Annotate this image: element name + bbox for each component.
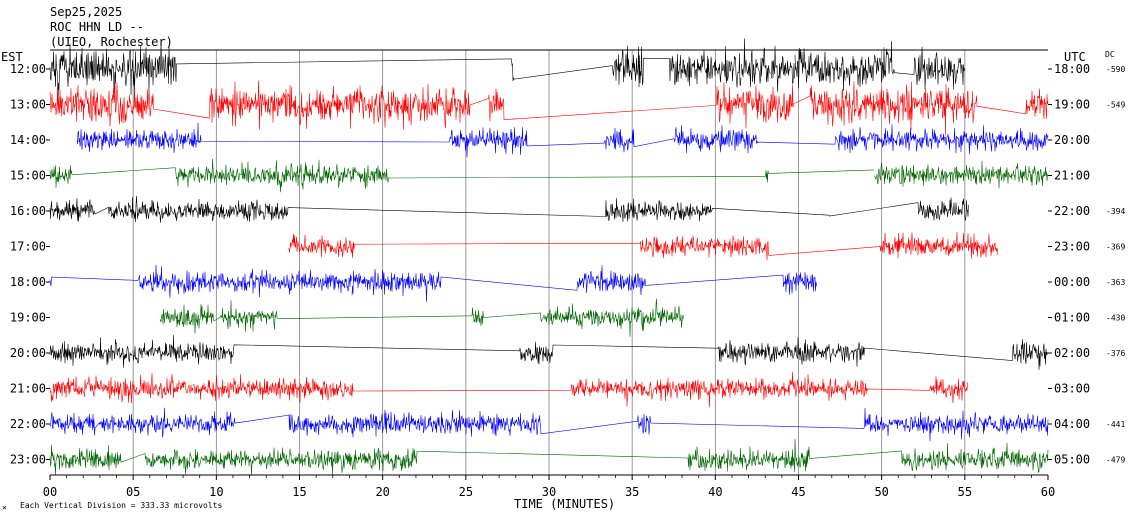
x-tick-label-55: 55 bbox=[958, 485, 972, 499]
row-label-est-19:00: 19:00 bbox=[10, 311, 46, 325]
seismic-trace-16:00 bbox=[49, 195, 969, 223]
trace-layer bbox=[49, 38, 1049, 476]
row-dc-offset: -369 bbox=[1106, 243, 1125, 252]
row-label-est-21:00: 21:00 bbox=[10, 382, 46, 396]
row-label-est-18:00: 18:00 bbox=[10, 275, 46, 289]
row-label-est-23:00: 23:00 bbox=[10, 453, 46, 467]
x-tick-label-10: 10 bbox=[209, 485, 223, 499]
row-label-utc-01:00: 01:00 bbox=[1054, 311, 1090, 325]
row-label-utc-00:00: 00:00 bbox=[1054, 275, 1090, 289]
row-label-est-13:00: 13:00 bbox=[10, 98, 46, 112]
x-tick-label-60: 60 bbox=[1041, 485, 1055, 499]
grid-layer bbox=[46, 50, 1052, 480]
x-tick-label-45: 45 bbox=[791, 485, 805, 499]
row-label-utc-05:00: 05:00 bbox=[1054, 453, 1090, 467]
header-date: Sep25,2025 bbox=[50, 5, 122, 19]
x-tick-label-40: 40 bbox=[708, 485, 722, 499]
row-dc-offset: -441 bbox=[1106, 420, 1125, 429]
x-axis-label: TIME (MINUTES) bbox=[514, 497, 615, 511]
row-label-utc-18:00: 18:00 bbox=[1054, 62, 1090, 76]
row-dc-offset: -549 bbox=[1106, 101, 1125, 110]
row-label-est-16:00: 16:00 bbox=[10, 204, 46, 218]
x-tick-label-00: 00 bbox=[43, 485, 57, 499]
row-label-utc-20:00: 20:00 bbox=[1054, 133, 1090, 147]
row-label-est-14:00: 14:00 bbox=[10, 133, 46, 147]
x-tick-label-20: 20 bbox=[375, 485, 389, 499]
footnote-scale: Each Vertical Division = 333.33 microvol… bbox=[20, 501, 222, 510]
label-layer: 00 05 10 15 20 25 30 35 40 45 50 55 60 12:00 18:00 -590… bbox=[10, 62, 1126, 499]
row-dc-offset: -590 bbox=[1106, 65, 1125, 74]
row-label-utc-19:00: 19:00 bbox=[1054, 98, 1090, 112]
header-location: (UIEO, Rochester) bbox=[50, 35, 173, 49]
seismic-trace-21:00 bbox=[49, 371, 968, 408]
seismic-trace-22:00 bbox=[49, 407, 1049, 442]
row-label-utc-04:00: 04:00 bbox=[1054, 417, 1090, 431]
dc-header: DC bbox=[1105, 50, 1115, 59]
row-label-est-22:00: 22:00 bbox=[10, 417, 46, 431]
seismic-trace-17:00 bbox=[288, 231, 999, 261]
seismic-trace-15:00 bbox=[49, 158, 1049, 193]
row-label-utc-02:00: 02:00 bbox=[1054, 346, 1090, 360]
row-dc-offset: -430 bbox=[1106, 314, 1125, 323]
x-tick-label-05: 05 bbox=[126, 485, 140, 499]
row-dc-offset: -479 bbox=[1106, 456, 1125, 465]
left-timezone-label: EST bbox=[1, 50, 23, 64]
seismic-trace-18:00 bbox=[49, 264, 817, 302]
row-label-est-17:00: 17:00 bbox=[10, 240, 46, 254]
x-tick-label-15: 15 bbox=[292, 485, 306, 499]
seismic-trace-19:00 bbox=[159, 298, 684, 337]
x-tick-label-50: 50 bbox=[874, 485, 888, 499]
seismic-trace-14:00 bbox=[76, 122, 1049, 158]
row-dc-offset: -376 bbox=[1106, 349, 1125, 358]
row-label-utc-03:00: 03:00 bbox=[1054, 382, 1090, 396]
row-label-utc-22:00: 22:00 bbox=[1054, 204, 1090, 218]
x-tick-label-35: 35 bbox=[625, 485, 639, 499]
seismic-trace-20:00 bbox=[49, 335, 1049, 370]
x-tick-label-30: 30 bbox=[542, 485, 556, 499]
row-label-utc-21:00: 21:00 bbox=[1054, 169, 1090, 183]
row-label-est-12:00: 12:00 bbox=[10, 62, 46, 76]
row-dc-offset: -394 bbox=[1106, 207, 1125, 216]
row-label-est-20:00: 20:00 bbox=[10, 346, 46, 360]
seismic-trace-13:00 bbox=[49, 80, 1049, 136]
row-dc-offset: -363 bbox=[1106, 278, 1125, 287]
row-label-est-15:00: 15:00 bbox=[10, 169, 46, 183]
seismic-trace-23:00 bbox=[49, 438, 1049, 476]
footnote-mark: ✕ bbox=[2, 503, 7, 512]
seismic-trace-12:00 bbox=[49, 38, 965, 102]
right-timezone-label: UTC bbox=[1064, 50, 1086, 64]
row-label-utc-23:00: 23:00 bbox=[1054, 240, 1090, 254]
header-station: ROC HHN LD -- bbox=[50, 20, 144, 34]
x-tick-label-25: 25 bbox=[459, 485, 473, 499]
